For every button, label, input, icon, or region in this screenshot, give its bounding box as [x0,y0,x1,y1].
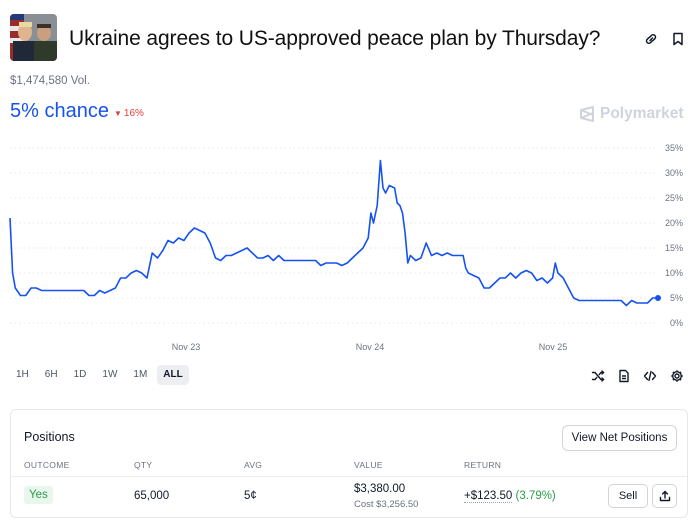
x-tick-label: Nov 25 [539,342,568,352]
sell-button[interactable]: Sell [608,484,648,508]
x-tick-label: Nov 24 [356,342,385,352]
range-all[interactable]: ALL [157,365,189,385]
y-tick-label: 15% [665,243,683,253]
return-amount: +$123.50 [464,490,513,503]
volume-text: $1,474,580 Vol. [10,75,90,87]
header-value: VALUE [354,460,383,470]
y-tick-label: 5% [670,293,683,303]
time-range-selector: 1H 6H 1D 1W 1M ALL [10,365,189,385]
gear-icon[interactable] [670,369,684,383]
range-1w[interactable]: 1W [102,369,118,380]
series-line [9,159,658,307]
header-divider [11,476,687,477]
polymarket-logo-icon [580,106,594,122]
change-indicator: ▼ 16% [114,108,146,119]
header-return: RETURN [464,460,502,470]
chance-value: 5% chance [10,100,109,122]
header-avg: AVG [244,460,263,470]
market-thumbnail [10,14,57,61]
header-outcome: OUTCOME [24,460,70,470]
header-qty: QTY [134,460,153,470]
share-icon [659,490,670,502]
y-tick-label: 25% [665,193,683,203]
qty-cell: 65,000 [134,490,170,502]
code-icon[interactable] [643,369,657,383]
range-1h[interactable]: 1H [16,369,29,380]
return-cell: +$123.50 (3.79%) [464,490,556,503]
range-6h[interactable]: 6H [44,369,58,380]
range-1m[interactable]: 1M [133,369,148,380]
price-chart[interactable]: 35% 30% 25% 20% 15% 10% 5% 0% Nov 23 Nov 24 Nov 2… [0,140,700,360]
range-1d[interactable]: 1D [73,369,87,380]
y-tick-label: 0% [670,318,683,328]
y-tick-label: 20% [665,218,683,228]
y-tick-label: 10% [665,268,683,278]
brand-name: Polymarket [600,105,684,122]
current-value-dot [655,295,661,301]
view-net-positions-button[interactable]: View Net Positions [562,425,677,451]
market-title: Ukraine agrees to US-approved peace plan… [69,27,601,50]
y-axis-labels: 35% 30% 25% 20% 15% 10% 5% 0% [665,143,683,328]
value-cell: $3,380.00 [354,483,406,495]
share-button[interactable] [652,484,677,508]
cost-cell: Cost $3,256.50 [354,499,419,510]
polymarket-logo: Polymarket [579,105,684,123]
y-tick-label: 35% [665,143,683,153]
positions-title: Positions [24,430,75,444]
link-icon[interactable] [643,31,659,47]
document-icon[interactable] [617,369,631,383]
positions-panel: Positions View Net Positions OUTCOME QTY… [10,409,688,518]
shuffle-icon[interactable] [591,369,605,383]
change-value: 16% [123,108,144,119]
chart-gridlines [10,147,658,324]
bookmark-icon[interactable] [670,31,686,47]
x-axis-labels: Nov 23 Nov 24 Nov 25 [172,342,568,352]
y-tick-label: 30% [665,168,683,178]
x-tick-label: Nov 23 [172,342,201,352]
down-triangle-icon: ▼ [114,109,122,118]
avg-cell: 5¢ [244,490,257,502]
return-percent: (3.79%) [515,490,556,502]
outcome-badge: Yes [24,486,53,504]
